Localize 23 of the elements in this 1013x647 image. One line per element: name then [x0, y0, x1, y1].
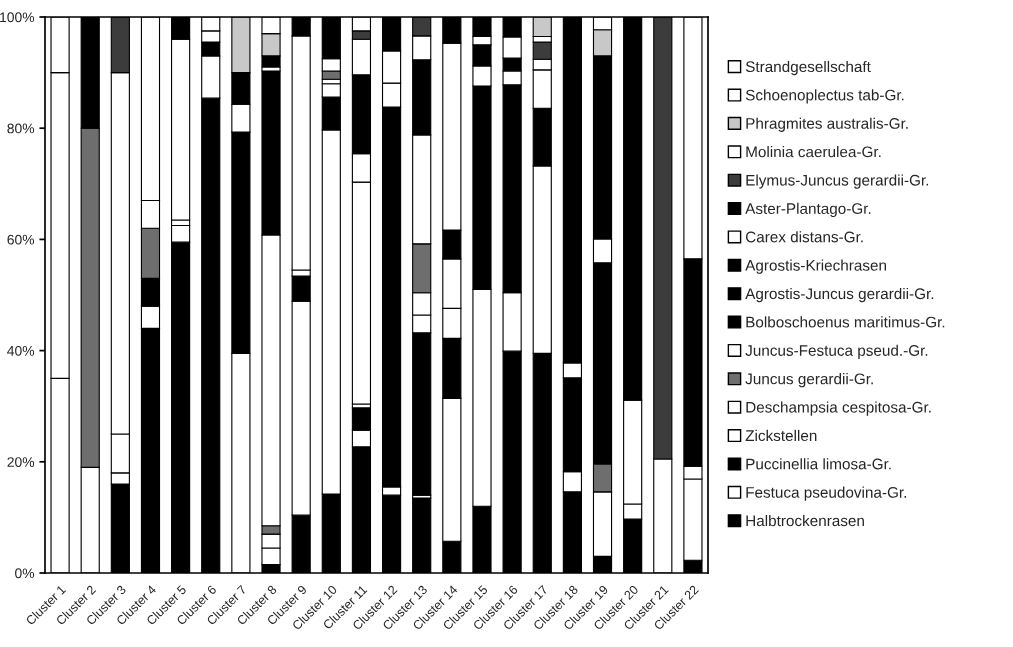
legend-label: Elymus-Juncus gerardii-Gr.: [746, 174, 929, 189]
legend-label: Strandgesellschaft: [745, 60, 871, 76]
legend-label: Agrostis-Juncus gerardii-Gr.: [745, 287, 934, 303]
legend-label: Festuca pseudovina-Gr.: [746, 486, 906, 501]
y-tick-label: 80%: [7, 123, 35, 134]
legend-label: Molinia caerulea-Gr.: [746, 146, 881, 158]
y-tick-label: 0%: [15, 568, 35, 579]
legend-label: Juncus gerardii-Gr.: [745, 373, 873, 388]
legend-label: Schoenoplectus tab-Gr.: [745, 89, 904, 104]
legend-label: Bolboschoenus maritimus-Gr.: [746, 316, 945, 328]
legend-label: Deschampsia cespitosa-Gr.: [746, 401, 931, 416]
y-tick-label: 40%: [7, 345, 35, 356]
y-tick-label: 60%: [7, 234, 35, 245]
legend-label: Halbtrockenrasen: [746, 514, 864, 527]
legend-label: Zickstellen: [745, 429, 817, 442]
y-tick-label: 20%: [7, 457, 35, 467]
legend-label: Aster-Plantago-Gr.: [745, 202, 871, 218]
legend-label: Puccinellia limosa-Gr.: [746, 458, 891, 470]
y-tick-label: 100%: [0, 12, 35, 23]
legend-label: Agrostis-Kriechrasen: [745, 259, 886, 274]
legend-label: Phragmites australis-Gr.: [746, 117, 908, 132]
legend-label: Carex distans-Gr.: [745, 231, 863, 243]
legend-label: Juncus-Festuca pseud.-Gr.: [745, 344, 928, 359]
